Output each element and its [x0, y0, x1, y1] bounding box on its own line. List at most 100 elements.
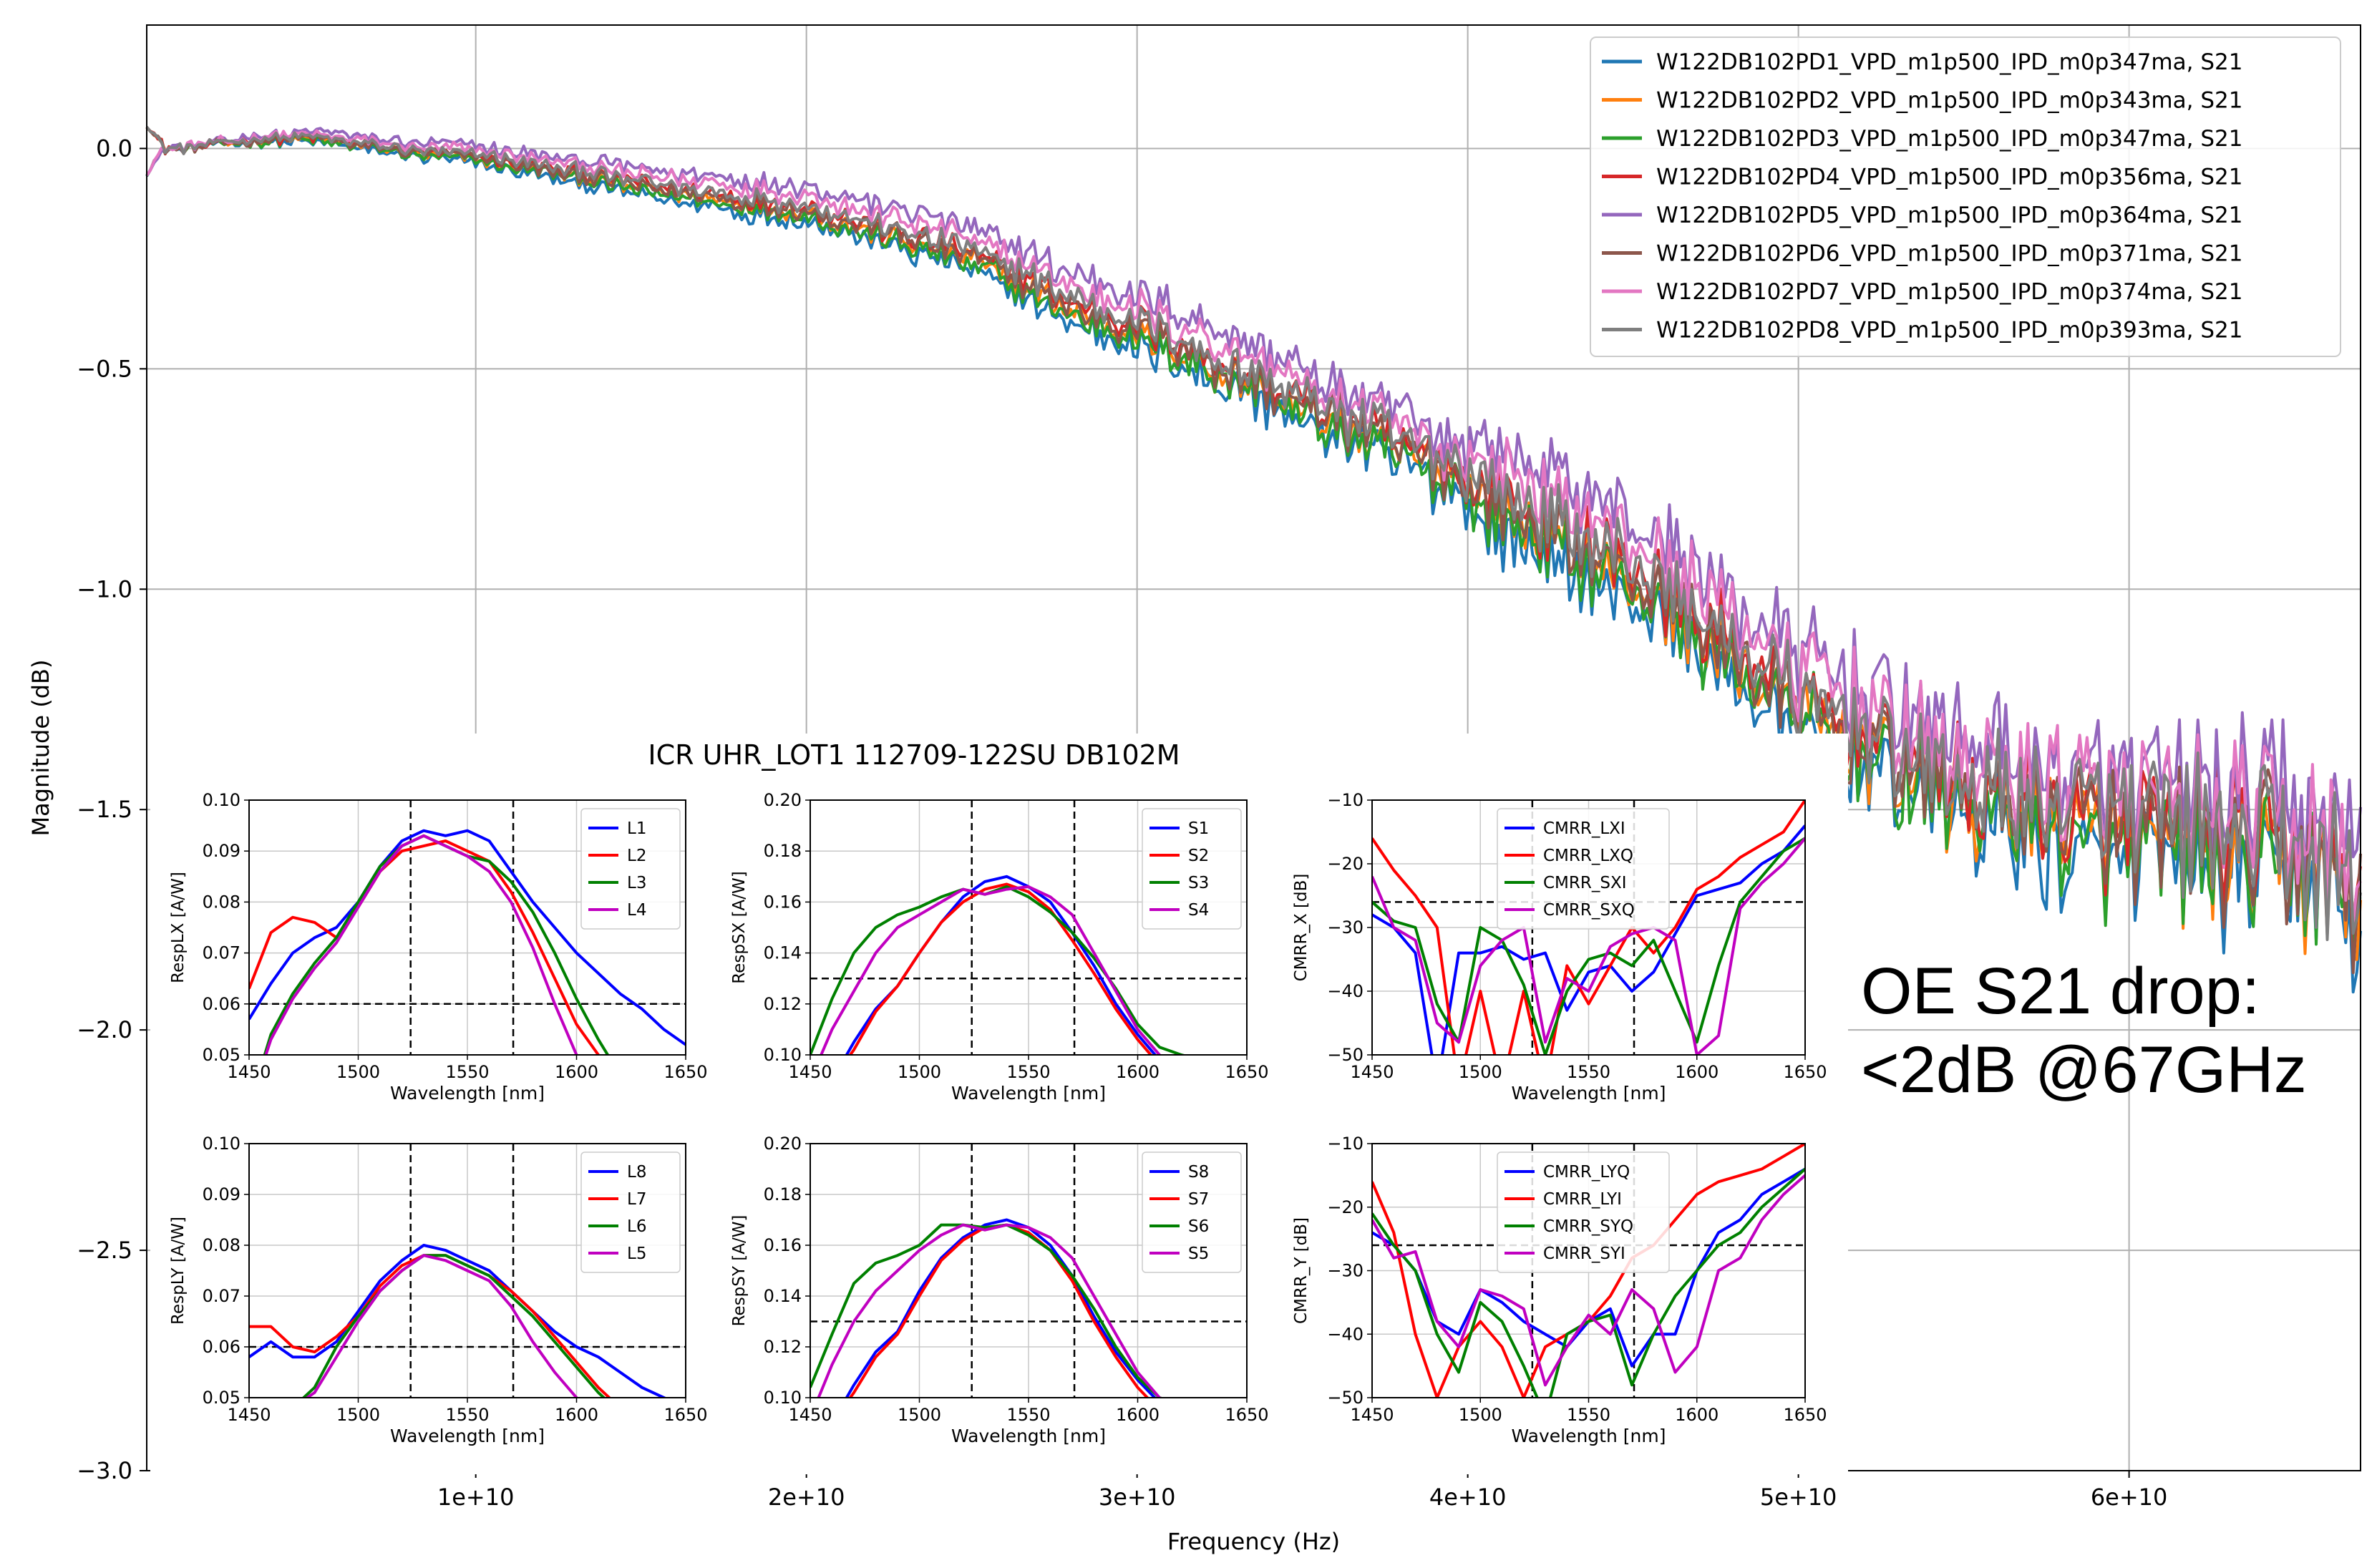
subplot-y-tick-label: 0.09 [203, 1184, 240, 1204]
subplot-x-tick-label: 1450 [227, 1405, 271, 1425]
series-line [145, 125, 2362, 941]
subplot-frame [810, 799, 1248, 1056]
subplot-y-tick-label: 0.06 [203, 1337, 240, 1357]
subplot-line [820, 885, 1162, 1055]
subplot-legend-entry: L1 [627, 819, 646, 838]
subplot-frame [248, 1143, 686, 1398]
subplot-y-tick-label: −30 [1327, 1261, 1364, 1281]
subplot-x-tick-label: 1600 [555, 1062, 598, 1082]
y-tick-label: −3.0 [77, 1457, 132, 1484]
subplot-legend-entry: L7 [627, 1190, 646, 1209]
y-tick-label: −2.5 [77, 1237, 132, 1264]
legend-entry: W122DB102PD1_VPD_m1p500_IPD_m0p347ma, S2… [1656, 49, 2242, 75]
main-tick-labels: 1e+10 2e+10 3e+10 4e+10 5e+10 6e+10 0.0 −0.5 −1.… [77, 135, 2167, 1511]
subplot-y-label: RespSY [A/W] [730, 1215, 749, 1327]
subplot-series [249, 1244, 668, 1398]
subplot-legend-entry: L3 [627, 874, 646, 892]
y-tick-label: −1.0 [77, 575, 132, 603]
subplot-legend-box [1142, 808, 1242, 930]
subplot-x-tick-label: 1550 [1006, 1405, 1050, 1425]
subplot: 1450 1500 1550 1600 1650 −50 −40 −30 −20 −10 Wavel… [1292, 1134, 1827, 1446]
subplot-x-tick-label: 1450 [788, 1062, 832, 1082]
subplot-x-label: Wavelength [nm] [951, 1083, 1106, 1104]
subplot-legend-entry: CMRR_LXI [1543, 819, 1625, 838]
series-line [145, 127, 2362, 885]
subplot-legend-box [1497, 1151, 1670, 1273]
subplot-x-tick-label: 1650 [1783, 1405, 1827, 1425]
y-tick-label: −2.0 [77, 1016, 132, 1043]
subplot-x-tick-label: 1650 [663, 1062, 707, 1082]
subplot-legend-entry: L4 [627, 901, 646, 920]
subplot-y-tick-label: −30 [1327, 917, 1364, 938]
subplot-frame [1371, 799, 1806, 1056]
subplot-legend-box [580, 808, 681, 930]
inset-title: ICR UHR_LOT1 112709-122SU DB102M [648, 739, 1180, 771]
subplot-x-tick-label: 1450 [788, 1405, 832, 1425]
subplot-legend-entry: CMRR_SXI [1543, 874, 1627, 892]
annotation-line-2: <2dB @67GHz [1861, 1033, 2307, 1106]
subplot-x-label: Wavelength [nm] [390, 1083, 545, 1104]
subplot-x-tick-label: 1650 [663, 1405, 707, 1425]
subplot-y-label: RespLY [A/W] [169, 1217, 188, 1325]
annotation-text: OE S21 drop: <2dB @67GHz [1861, 952, 2307, 1109]
subplot: 1450 1500 1550 1600 1650 0.05 0.06 0.07 0.08 0.09… [169, 1134, 708, 1446]
subplot-x-tick-label: 1550 [445, 1062, 489, 1082]
subplot-line [848, 1223, 1149, 1398]
subplot-x-tick-label: 1500 [336, 1405, 380, 1425]
subplot-y-label: RespSX [A/W] [730, 871, 749, 984]
legend-entry: W122DB102PD6_VPD_m1p500_IPD_m0p371ma, S2… [1656, 241, 2242, 267]
subplot-x-tick-label: 1600 [1116, 1062, 1160, 1082]
subplot-line [1372, 837, 1805, 1055]
subplot-y-tick-label: 0.07 [203, 943, 240, 963]
subplot-line [301, 1254, 606, 1398]
subplot-legend-entry: S2 [1188, 847, 1209, 865]
subplot-frame [1371, 1143, 1806, 1398]
subplot-x-label: Wavelength [nm] [951, 1426, 1106, 1446]
subplot-y-tick-label: 0.08 [203, 892, 240, 912]
subplot-x-tick-label: 1550 [1567, 1405, 1610, 1425]
subplot-x-tick-label: 1500 [1459, 1405, 1502, 1425]
subplot-line [249, 839, 601, 1055]
subplot-x-tick-label: 1500 [336, 1062, 380, 1082]
y-tick-label: −1.5 [77, 796, 132, 823]
legend-entry: W122DB102PD2_VPD_m1p500_IPD_m0p343ma, S2… [1656, 88, 2242, 114]
subplot: 1450 1500 1550 1600 1650 0.05 0.06 0.07 0.08 0.09… [169, 790, 708, 1104]
subplot-x-tick-label: 1500 [898, 1062, 941, 1082]
subplot-legend-entry: S3 [1188, 874, 1209, 892]
subplot-x-tick-label: 1600 [1675, 1405, 1719, 1425]
x-axis-label: Frequency (Hz) [1167, 1528, 1340, 1555]
series-line [145, 126, 2362, 975]
subplot-y-tick-label: 0.10 [203, 790, 240, 810]
subplot-x-tick-label: 1650 [1225, 1405, 1268, 1425]
subplot-legend-entry: S8 [1188, 1163, 1209, 1182]
subplot-legend-box [580, 1151, 681, 1273]
subplot-line [1372, 837, 1805, 1055]
subplot-line [249, 1244, 668, 1398]
subplot-y-tick-label: 0.07 [203, 1286, 240, 1306]
subplot-y-tick-label: −40 [1327, 981, 1364, 1001]
subplot-frame [810, 1143, 1248, 1398]
subplot-line [304, 1254, 579, 1398]
y-tick-label: 0.0 [96, 135, 132, 162]
subplot-y-tick-label: 0.10 [203, 1134, 240, 1154]
subplot-line [1372, 824, 1805, 1055]
subplot-x-tick-label: 1600 [1675, 1062, 1719, 1082]
subplot-y-tick-label: 0.08 [203, 1235, 240, 1255]
subplot-y-tick-label: 0.14 [764, 1286, 802, 1306]
subplot: 1450 1500 1550 1600 1650 0.10 0.12 0.14 0.16 0.18… [730, 790, 1269, 1104]
subplot-line [249, 829, 686, 1046]
subplot-y-tick-label: −50 [1327, 1388, 1364, 1408]
legend-entry: W122DB102PD8_VPD_m1p500_IPD_m0p393ma, S2… [1656, 318, 2242, 344]
subplot-legend-entry: S5 [1188, 1245, 1209, 1263]
inset-subplots: 1450 1500 1550 1600 1650 0.05 0.06 0.07 0.08 0.09… [169, 790, 1827, 1446]
y-axis-label: Magnitude (dB) [27, 660, 54, 837]
subplot-x-tick-label: 1650 [1783, 1062, 1827, 1082]
subplot-y-tick-label: −10 [1327, 1134, 1364, 1154]
subplot-y-tick-label: 0.12 [764, 994, 802, 1014]
subplot-legend-entry: L5 [627, 1245, 646, 1263]
subplot-y-tick-label: −20 [1327, 854, 1364, 874]
subplot-y-tick-label: 0.18 [764, 1184, 802, 1204]
subplot-legend-box [1142, 1151, 1242, 1273]
legend-box [1590, 36, 2341, 357]
